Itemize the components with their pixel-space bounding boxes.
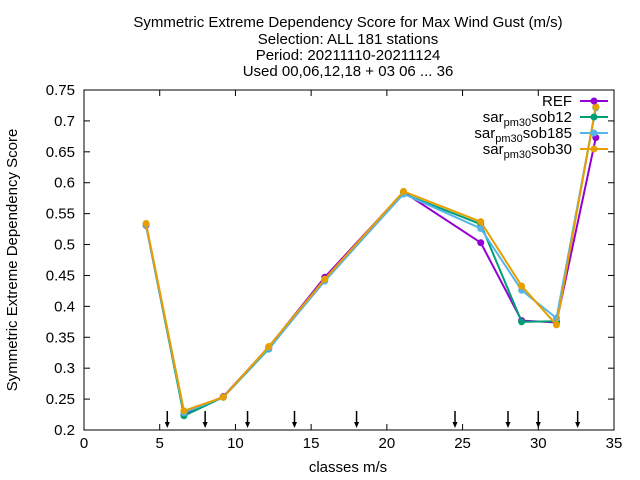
series-line-0 [145, 137, 597, 416]
y-tick-label: 0.4 [54, 298, 75, 315]
data-point [477, 239, 485, 247]
x-tick-label: 0 [80, 435, 88, 452]
title-line-3: Period: 20211110-20211124 [256, 47, 441, 64]
legend-label: sarpm30sob185 [474, 125, 572, 145]
legend-marker [590, 97, 598, 105]
x-tick-label: 5 [156, 435, 164, 452]
class-arrow-head [291, 422, 297, 428]
class-arrow-head [354, 422, 360, 428]
y-tick-label: 0.45 [46, 267, 75, 284]
legend-marker [590, 113, 598, 121]
y-tick-label: 0.35 [46, 329, 75, 346]
class-arrows [164, 411, 581, 428]
data-point [219, 393, 227, 401]
y-tick-label: 0.5 [54, 237, 75, 254]
y-tick-label: 0.6 [54, 175, 75, 192]
data-point [592, 103, 600, 111]
data-point [518, 318, 526, 326]
data-point [265, 343, 273, 351]
y-axis: 0.2 0.25 0.3 0.35 0.4 0.45 0.5 0.55 0.6 0.65 0.7 0.… [46, 82, 614, 439]
series-line-3 [145, 106, 597, 413]
data-point [518, 282, 526, 290]
x-tick-label: 15 [303, 435, 320, 452]
title-line-1: Symmetric Extreme Dependency Score for M… [133, 14, 562, 31]
class-arrow-head [202, 422, 208, 428]
x-tick-label: 25 [454, 435, 471, 452]
y-tick-label: 0.65 [46, 144, 75, 161]
legend-label: sarpm30sob30 [483, 141, 572, 161]
legend-marker [590, 129, 598, 137]
class-arrow-head [505, 422, 511, 428]
x-tick-label: 20 [379, 435, 396, 452]
y-axis-label: Symmetric Extreme Dependency Score [4, 129, 21, 392]
data-point [477, 224, 485, 232]
class-arrow-head [575, 422, 581, 428]
class-arrow-head [535, 422, 541, 428]
class-arrow-head [245, 422, 251, 428]
series-layer [142, 103, 600, 420]
y-tick-label: 0.7 [54, 113, 75, 130]
x-tick-label: 10 [227, 435, 244, 452]
plot-frame [83, 89, 615, 431]
x-tick-label: 30 [530, 435, 547, 452]
y-tick-label: 0.25 [46, 391, 75, 408]
chart-title: Symmetric Extreme Dependency Score for M… [133, 14, 562, 80]
y-tick-label: 0.75 [46, 82, 75, 99]
data-point [321, 275, 329, 283]
y-tick-label: 0.55 [46, 206, 75, 223]
data-point [477, 218, 485, 226]
x-axis-label: classes m/s [309, 459, 387, 476]
class-arrow-head [452, 422, 458, 428]
legend-label: sarpm30sob12 [483, 109, 572, 129]
class-arrow-head [164, 422, 170, 428]
y-tick-label: 0.3 [54, 360, 75, 377]
data-point [142, 220, 150, 228]
x-tick-label: 35 [606, 435, 623, 452]
data-point [180, 407, 188, 415]
data-point [400, 187, 408, 195]
x-axis: 0 5 10 15 20 25 30 35 [80, 90, 623, 452]
data-point [552, 321, 560, 329]
y-tick-label: 0.2 [54, 422, 75, 439]
title-line-4: Used 00,06,12,18 + 03 06 ... 36 [243, 63, 454, 80]
legend-label: REF [542, 93, 572, 110]
legend-marker [590, 145, 598, 153]
title-line-2: Selection: ALL 181 stations [258, 31, 438, 48]
